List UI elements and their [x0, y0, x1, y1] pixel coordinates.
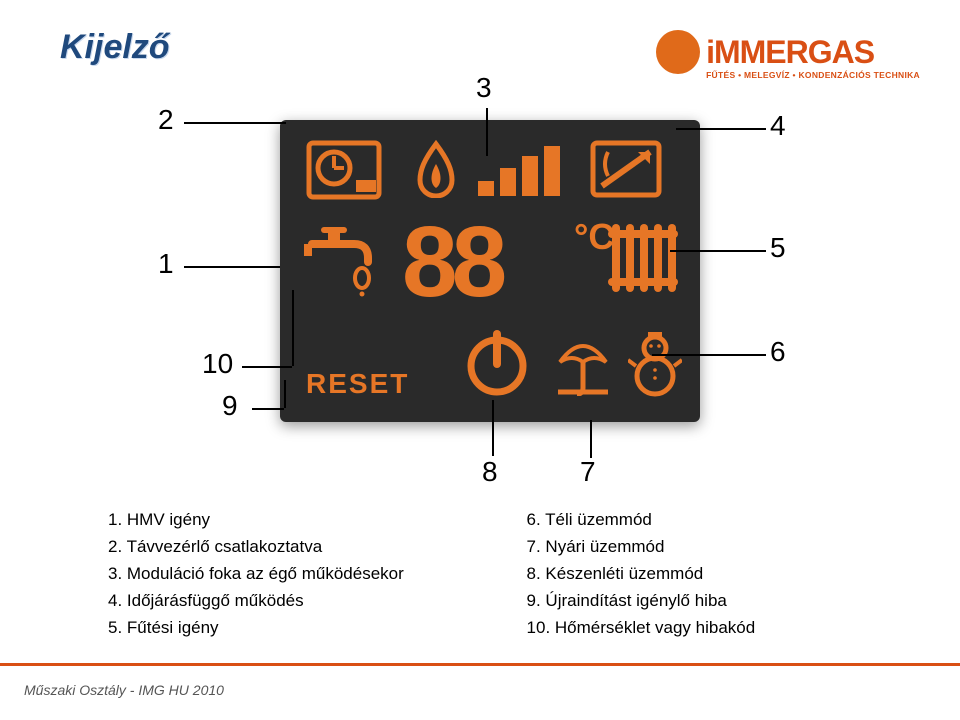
logo-wordmark: iMMERGAS — [706, 34, 874, 71]
power-icon — [462, 328, 532, 398]
clock-remote-icon — [306, 140, 382, 200]
callout-line — [242, 366, 292, 368]
legend-item: 5. Fűtési igény — [108, 614, 404, 641]
radiator-icon — [608, 222, 678, 294]
callout-line — [590, 420, 592, 458]
legend-item: 6. Téli üzemmód — [527, 506, 756, 533]
footer-divider — [0, 663, 960, 666]
brand-logo: iMMERGAS FŰTÉS • MELEGVÍZ • KONDENZÁCIÓS… — [656, 30, 920, 80]
modulation-bars-icon — [476, 146, 564, 196]
callout-1: 1 — [158, 248, 174, 280]
callout-line — [292, 290, 294, 366]
callout-line — [676, 128, 766, 130]
legend-item: 3. Moduláció foka az égő működésekor — [108, 560, 404, 587]
callout-2: 2 — [158, 104, 174, 136]
legend-item: 9. Újraindítást igénylő hiba — [527, 587, 756, 614]
callout-4: 4 — [770, 110, 786, 142]
callout-5: 5 — [770, 232, 786, 264]
legend-item: 8. Készenléti üzemmód — [527, 560, 756, 587]
callout-10: 10 — [202, 348, 233, 380]
legend-item: 1. HMV igény — [108, 506, 404, 533]
logo-tagline: FŰTÉS • MELEGVÍZ • KONDENZÁCIÓS TECHNIKA — [706, 70, 920, 80]
flame-icon — [410, 140, 462, 198]
boiler-display-panel: 88 °C RESET — [280, 120, 700, 422]
callout-7: 7 — [580, 456, 596, 488]
umbrella-icon — [554, 334, 612, 396]
callout-line — [670, 250, 766, 252]
callout-6: 6 — [770, 336, 786, 368]
callout-9: 9 — [222, 390, 238, 422]
temperature-digits: 88 — [402, 212, 568, 316]
logo-swirl-icon — [656, 30, 700, 74]
legend-item: 2. Távvezérlő csatlakoztatva — [108, 533, 404, 560]
outdoor-sensor-icon — [590, 140, 662, 198]
callout-line — [252, 408, 284, 410]
callout-line — [184, 122, 286, 124]
snowman-icon — [628, 332, 682, 398]
callout-line — [284, 380, 286, 408]
reset-label: RESET — [306, 368, 409, 400]
callout-line — [652, 354, 766, 356]
legend-item: 10. Hőmérséklet vagy hibakód — [527, 614, 756, 641]
legend: 1. HMV igény2. Távvezérlő csatlakoztatva… — [108, 506, 755, 641]
legend-item: 7. Nyári üzemmód — [527, 533, 756, 560]
legend-item: 4. Időjárásfüggő működés — [108, 587, 404, 614]
callout-3: 3 — [476, 72, 492, 104]
callout-line — [184, 266, 280, 268]
callout-8: 8 — [482, 456, 498, 488]
callout-line — [492, 400, 494, 456]
callout-line — [486, 108, 488, 156]
footer-text: Műszaki Osztály - IMG HU 2010 — [24, 682, 224, 698]
dhw-tap-icon — [302, 222, 380, 300]
page-title: Kijelző — [60, 28, 170, 67]
